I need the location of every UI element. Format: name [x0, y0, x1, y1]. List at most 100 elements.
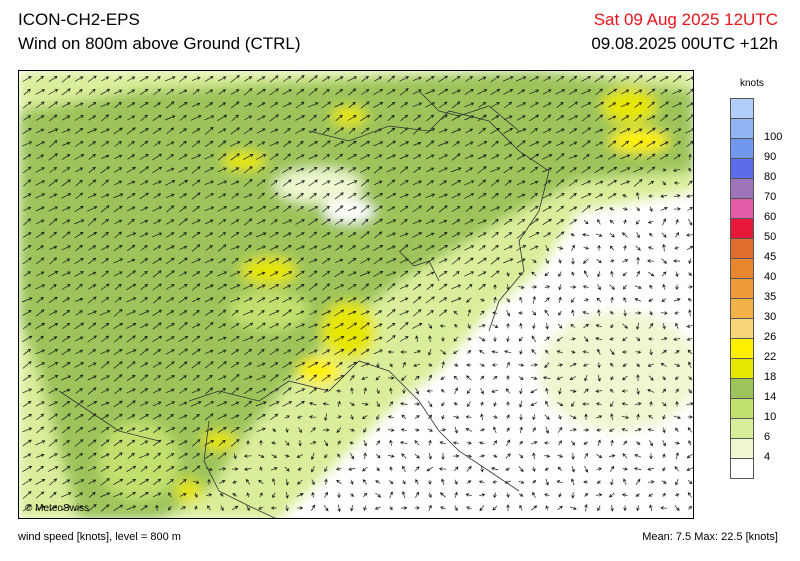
wind-arrow	[259, 492, 263, 498]
wind-arrow	[310, 441, 317, 445]
wind-arrow	[204, 126, 214, 135]
wind-arrow	[531, 271, 537, 277]
wind-arrow	[609, 337, 615, 341]
wind-arrow	[389, 491, 393, 499]
wind-arrow	[140, 505, 148, 511]
wind-arrow	[282, 336, 292, 342]
wind-arrow	[607, 179, 618, 187]
wind-arrow	[23, 193, 32, 199]
wind-arrow	[35, 180, 46, 186]
wind-arrow	[35, 491, 45, 499]
wind-arrow	[334, 309, 345, 317]
wind-arrow	[35, 101, 45, 109]
wind-arrow	[87, 387, 97, 395]
wind-arrow	[61, 336, 71, 342]
wind-arrow	[555, 231, 565, 239]
wind-arrow	[257, 336, 266, 342]
wind-arrow	[166, 297, 175, 303]
wind-arrow	[360, 154, 371, 160]
wind-arrow	[204, 258, 214, 264]
wind-arrow	[373, 101, 384, 109]
wind-arrow	[504, 101, 513, 109]
wind-arrow	[165, 257, 175, 265]
wind-arrow	[556, 376, 563, 380]
wind-arrow	[425, 245, 435, 251]
wind-arrow	[295, 375, 305, 381]
wind-arrow	[662, 323, 666, 330]
wind-arrow	[400, 428, 407, 432]
wind-arrow	[348, 310, 357, 315]
wind-arrow	[255, 232, 267, 238]
wind-arrow	[688, 272, 692, 277]
wind-arrow	[23, 154, 32, 160]
wind-arrow	[282, 401, 293, 407]
wind-arrow	[88, 245, 97, 251]
wind-arrow	[243, 218, 253, 226]
wind-arrow	[35, 193, 46, 199]
wind-arrow	[126, 335, 136, 343]
wind-arrow	[36, 413, 45, 421]
wind-arrow	[465, 75, 474, 82]
wind-arrow	[545, 323, 549, 330]
wind-arrow	[672, 89, 683, 95]
wind-arrow	[414, 415, 420, 419]
wind-arrow	[425, 76, 435, 82]
wind-arrow	[48, 128, 59, 134]
wind-arrow	[544, 454, 551, 458]
wind-arrow	[414, 402, 421, 406]
wind-arrow	[581, 89, 592, 95]
wind-arrow	[556, 101, 564, 108]
wind-arrow	[230, 439, 240, 447]
wind-arrow	[453, 310, 459, 315]
wind-arrow	[478, 76, 487, 82]
wind-arrow	[35, 349, 46, 355]
wind-map[interactable]: © MeteoSwiss	[18, 70, 694, 519]
wind-arrow	[662, 388, 667, 394]
wind-arrow	[493, 492, 497, 499]
wind-arrow	[230, 374, 240, 382]
wind-arrow	[441, 478, 445, 486]
wind-arrow	[673, 337, 681, 341]
wind-arrow	[217, 414, 228, 420]
wind-arrow	[205, 89, 214, 95]
wind-arrow	[529, 102, 539, 108]
wind-arrow	[399, 193, 409, 198]
wind-arrow	[256, 414, 266, 420]
wind-arrow	[428, 335, 432, 343]
wind-arrow	[297, 415, 303, 419]
wind-arrow	[555, 179, 565, 187]
wind-arrow	[620, 102, 630, 108]
wind-arrow	[49, 505, 58, 511]
wind-arrow	[660, 207, 668, 211]
wind-arrow	[283, 349, 292, 355]
legend-swatch	[730, 98, 754, 119]
wind-arrow	[245, 478, 250, 485]
wind-arrow	[386, 322, 396, 329]
wind-arrow	[35, 479, 46, 485]
wind-arrow	[571, 257, 575, 265]
wind-arrow	[375, 453, 381, 459]
wind-arrow	[610, 362, 614, 367]
wind-arrow	[321, 323, 331, 329]
wind-arrow	[127, 154, 136, 160]
wind-arrow	[531, 259, 537, 263]
wind-arrow	[439, 492, 446, 498]
wind-arrow	[545, 244, 549, 252]
wind-arrow	[687, 415, 693, 419]
wind-arrow	[244, 413, 253, 421]
wind-arrow	[558, 387, 562, 395]
wind-arrow	[62, 297, 71, 303]
wind-arrow	[217, 284, 228, 290]
wind-arrow	[347, 206, 357, 212]
wind-arrow	[649, 284, 653, 289]
wind-arrow	[373, 218, 384, 226]
wind-arrow	[466, 506, 472, 510]
legend-swatch	[730, 398, 754, 419]
wind-arrow	[414, 440, 420, 446]
wind-arrow	[100, 322, 110, 329]
wind-arrow	[518, 376, 524, 380]
wind-arrow	[256, 322, 266, 330]
wind-arrow	[687, 285, 693, 289]
wind-arrow	[647, 363, 654, 367]
wind-arrow	[296, 454, 303, 458]
